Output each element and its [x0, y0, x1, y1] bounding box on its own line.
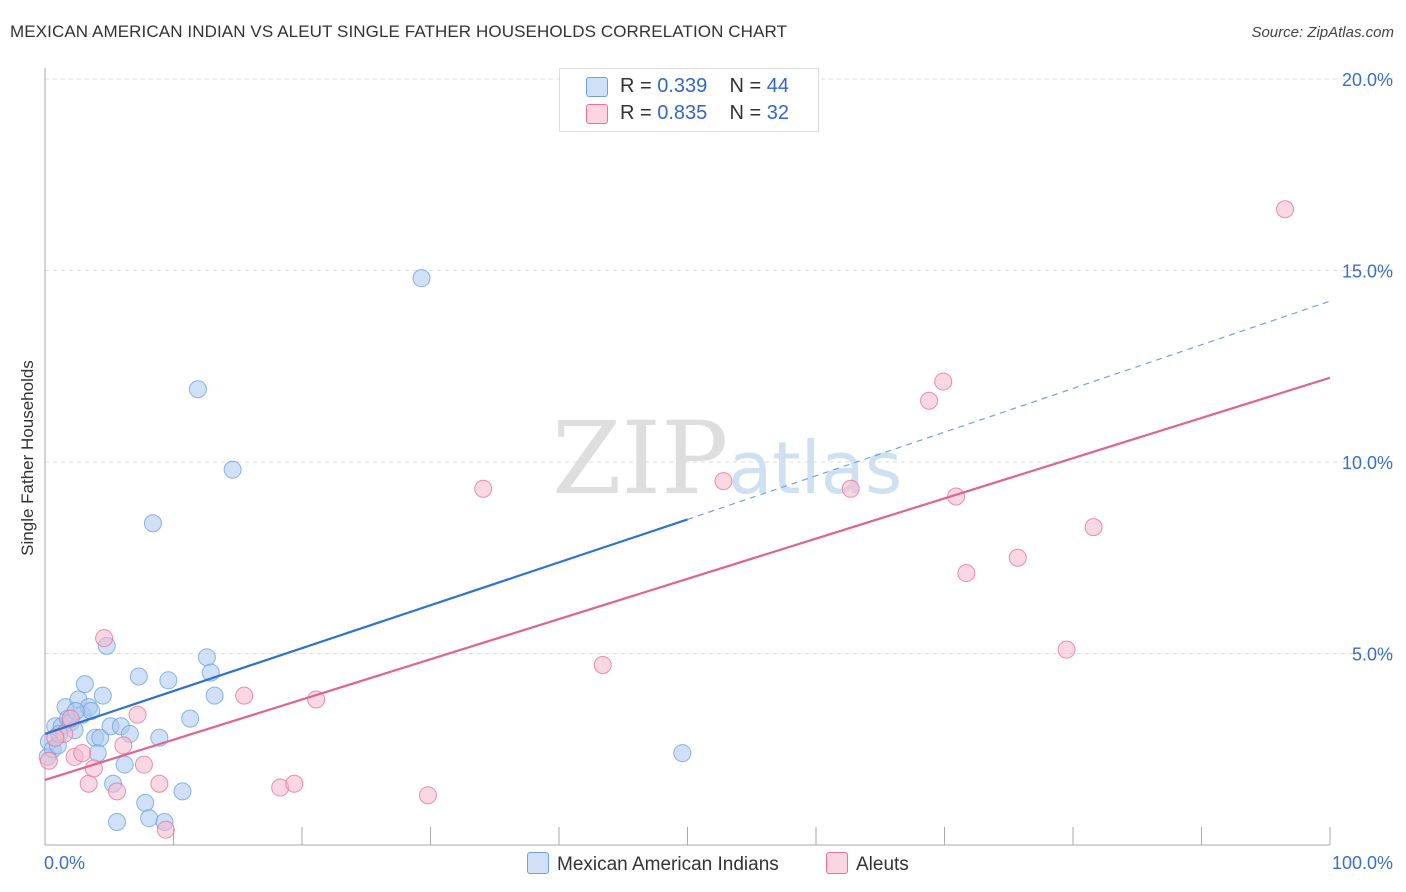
- stats-legend: R = 0.339 N = 44 R = 0.835 N = 32: [559, 68, 819, 132]
- data-point-aleuts: [285, 774, 304, 793]
- bottom-legend-label: Mexican American Indians: [557, 854, 779, 875]
- x-tick-label: 100.0%: [1332, 853, 1393, 873]
- data-point-mexican-american-indians: [143, 514, 162, 533]
- legend-r-label: R =: [620, 75, 658, 97]
- bottom-legend-label: Aleuts: [856, 854, 909, 875]
- y-tick-label: 10.0%: [1342, 453, 1393, 473]
- data-point-aleuts: [957, 564, 976, 583]
- data-point-aleuts: [714, 472, 733, 491]
- data-point-aleuts: [1276, 200, 1295, 219]
- legend-n-value: 32: [766, 102, 790, 124]
- data-point-mexican-american-indians: [188, 380, 207, 399]
- data-point-aleuts: [156, 820, 175, 839]
- data-point-aleuts: [39, 751, 58, 770]
- data-point-mexican-american-indians: [91, 728, 110, 747]
- data-point-aleuts: [107, 782, 126, 801]
- data-point-aleuts: [418, 786, 437, 805]
- legend-swatch-pink: [586, 104, 608, 124]
- legend-swatch-blue: [586, 77, 608, 97]
- data-point-mexican-american-indians: [129, 667, 148, 686]
- data-point-mexican-american-indians: [197, 648, 216, 667]
- legend-r-value: 0.835: [657, 102, 708, 124]
- watermark: ZIPatlas: [552, 400, 902, 517]
- data-point-mexican-american-indians: [88, 744, 107, 763]
- data-point-mexican-american-indians: [107, 813, 126, 832]
- y-tick-label: 20.0%: [1342, 70, 1393, 90]
- legend-n-label: N =: [729, 102, 767, 124]
- data-point-aleuts: [150, 774, 169, 793]
- data-point-aleuts: [1008, 548, 1027, 567]
- data-point-aleuts: [1084, 518, 1103, 537]
- data-point-aleuts: [114, 736, 133, 755]
- watermark-zip: ZIP: [552, 400, 729, 517]
- data-point-aleuts: [134, 755, 153, 774]
- bottom-legend-mexican-american-indians: Mexican American Indians: [527, 852, 779, 876]
- bottom-legend-swatch-blue: [527, 852, 549, 874]
- legend-r-label: R =: [620, 102, 658, 124]
- data-point-aleuts: [128, 705, 147, 724]
- legend-r-value: 0.339: [657, 75, 708, 97]
- trendline-mexican-american-indians: [44, 518, 688, 735]
- x-tick-label: 0.0%: [44, 853, 85, 873]
- bottom-legend-swatch-pink: [826, 852, 848, 874]
- data-point-mexican-american-indians: [159, 671, 178, 690]
- chart-title: MEXICAN AMERICAN INDIAN VS ALEUT SINGLE …: [10, 22, 788, 41]
- data-point-aleuts: [474, 479, 493, 498]
- y-tick-label: 5.0%: [1352, 645, 1393, 665]
- data-point-mexican-american-indians: [673, 744, 692, 763]
- y-tick-label: 15.0%: [1342, 262, 1393, 282]
- watermark-atlas: atlas: [728, 426, 903, 510]
- data-point-mexican-american-indians: [173, 782, 192, 801]
- data-point-mexican-american-indians: [115, 755, 134, 774]
- data-point-aleuts: [235, 686, 254, 705]
- data-point-mexican-american-indians: [75, 675, 94, 694]
- data-point-mexican-american-indians: [140, 809, 159, 828]
- data-point-aleuts: [307, 690, 326, 709]
- data-point-aleuts: [593, 655, 612, 674]
- data-point-mexican-american-indians: [93, 686, 112, 705]
- data-point-aleuts: [920, 391, 939, 410]
- data-point-aleuts: [1057, 640, 1076, 659]
- legend-n-value: 44: [766, 75, 790, 97]
- data-point-mexican-american-indians: [136, 793, 155, 812]
- data-point-aleuts: [934, 372, 953, 391]
- data-point-aleuts: [46, 728, 65, 747]
- legend-n-label: N =: [729, 75, 767, 97]
- data-point-mexican-american-indians: [205, 686, 224, 705]
- data-point-aleuts: [73, 744, 92, 763]
- data-point-mexican-american-indians: [181, 709, 200, 728]
- trendline-extension-mexican-american-indians: [687, 300, 1331, 521]
- data-point-aleuts: [841, 479, 860, 498]
- data-point-mexican-american-indians: [412, 269, 431, 288]
- bottom-legend-aleuts: Aleuts: [826, 852, 909, 876]
- trendline-aleuts: [44, 376, 1331, 781]
- chart-source: Source: ZipAtlas.com: [1251, 24, 1394, 41]
- data-point-aleuts: [79, 774, 98, 793]
- data-point-mexican-american-indians: [223, 460, 242, 479]
- data-point-aleuts: [95, 629, 114, 648]
